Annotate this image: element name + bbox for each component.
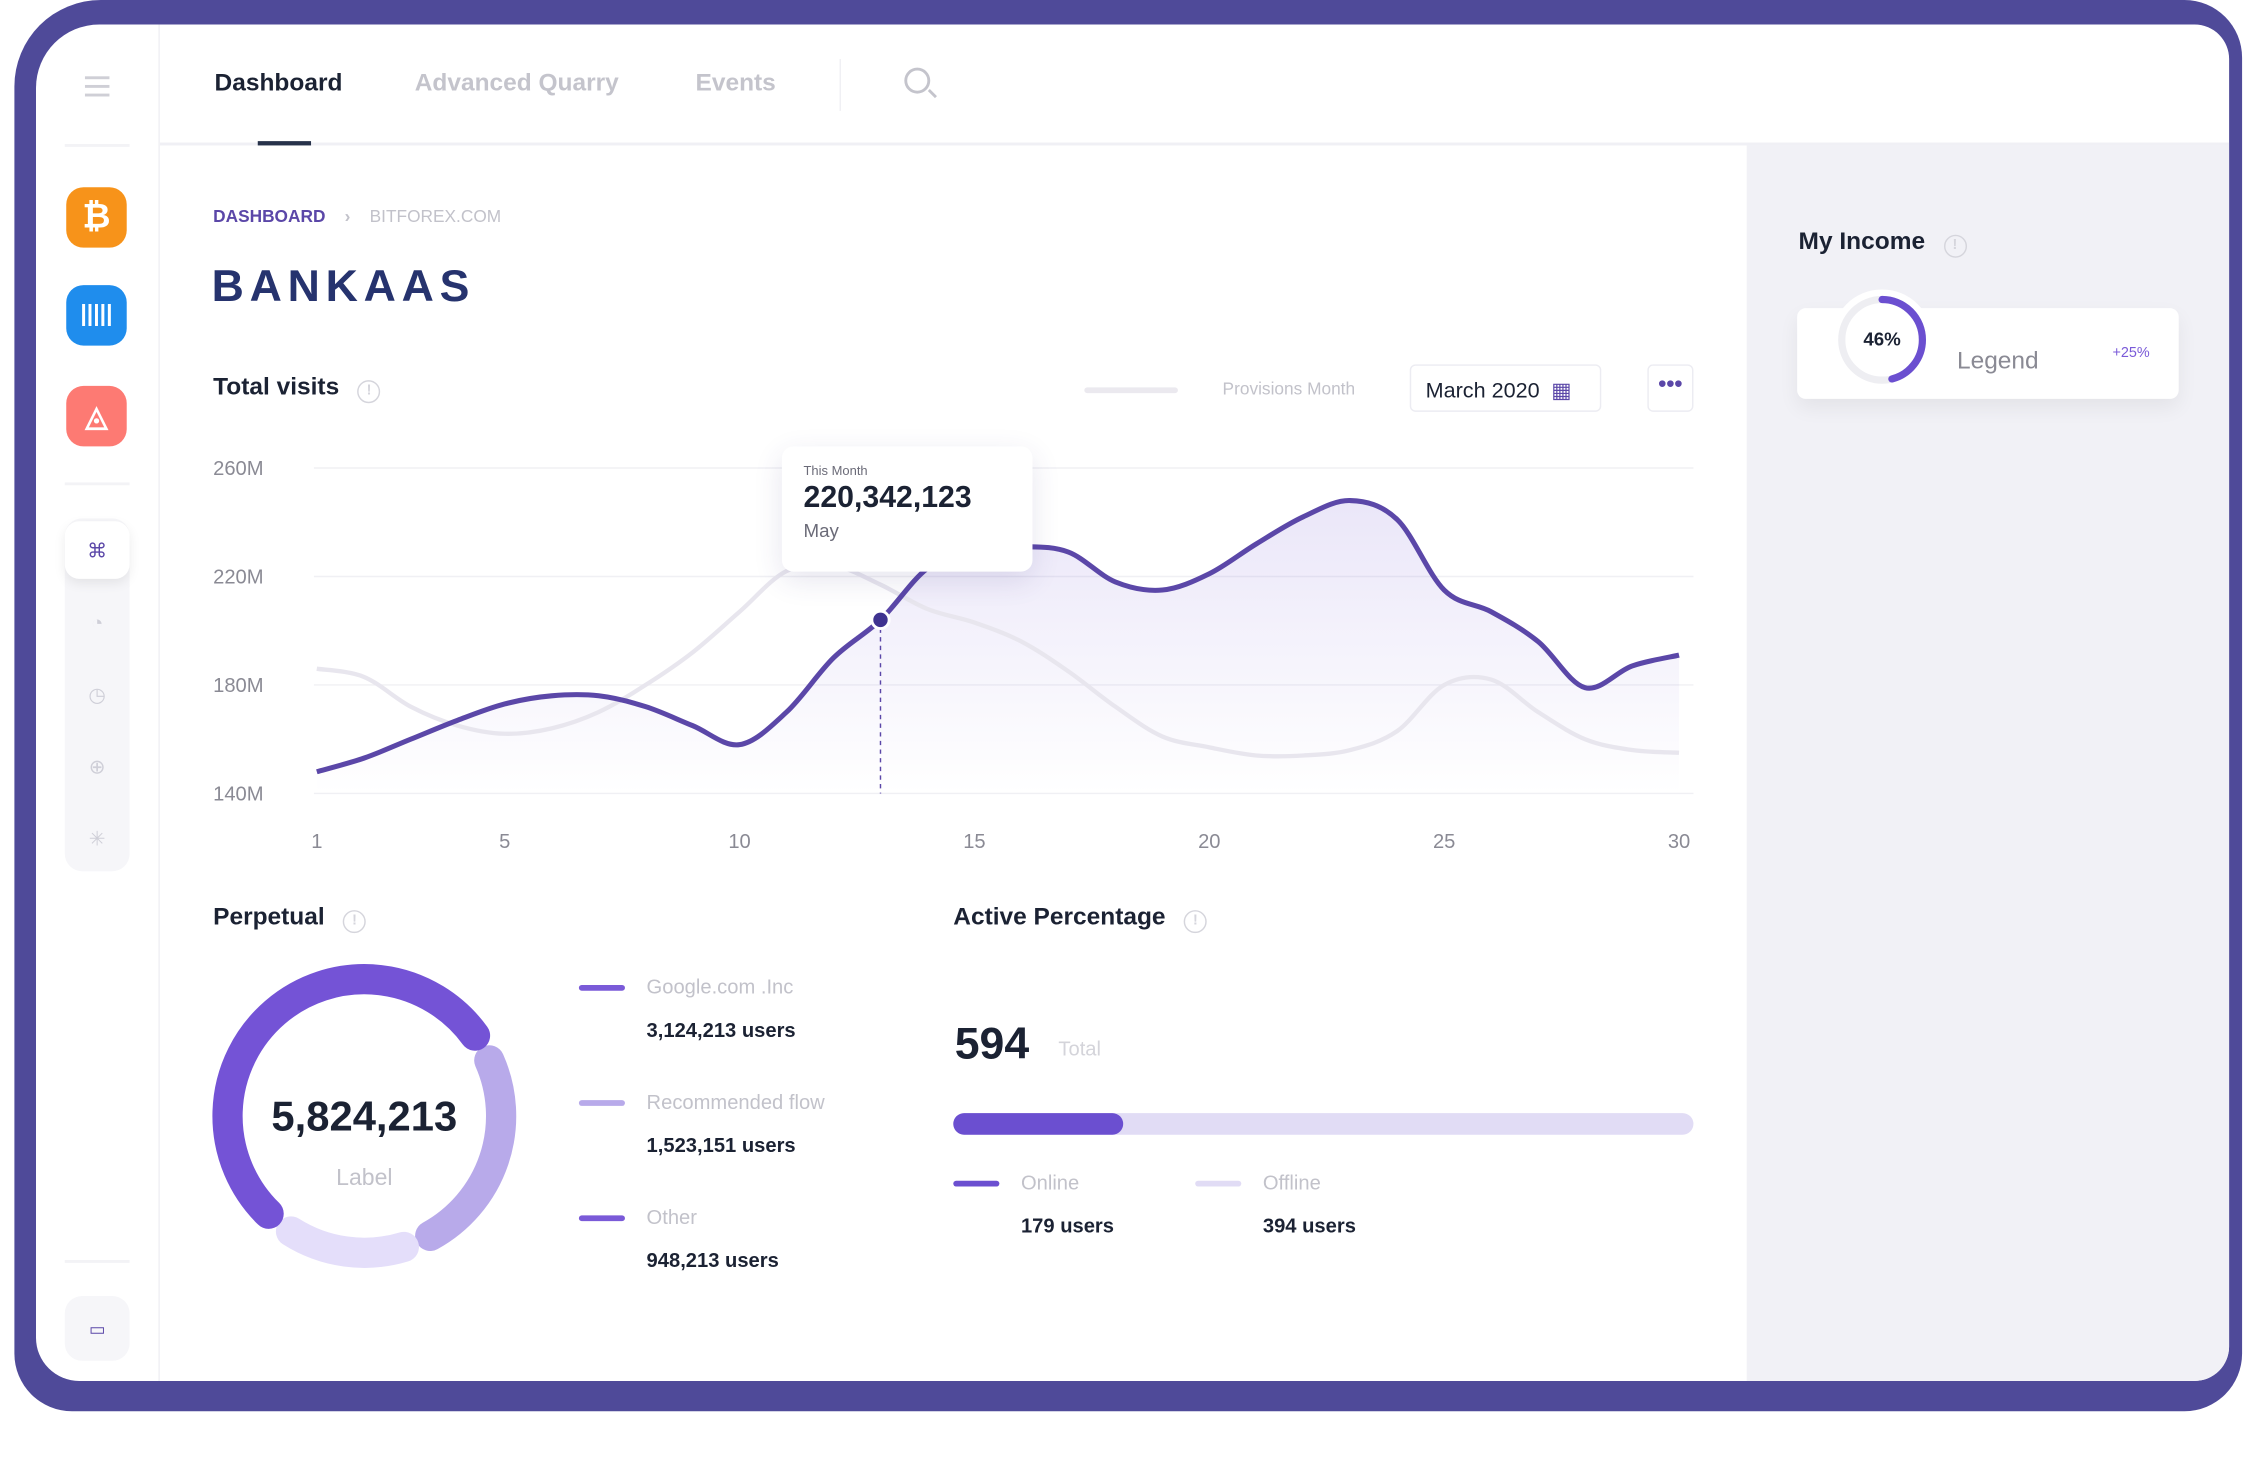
perpetual-legend-item: Google.com .Inc 3,124,213 users xyxy=(578,974,796,1042)
x-tick-label: 30 xyxy=(1668,831,1690,853)
info-icon[interactable]: ! xyxy=(1183,910,1207,934)
legend-swatch xyxy=(578,1215,625,1221)
tab-events[interactable]: Events xyxy=(695,69,776,97)
income-title: My Income ! xyxy=(1799,228,1967,258)
breadcrumb: DASHBOARD › BITFOREX.COM xyxy=(213,205,502,227)
tooltip-caption: This Month xyxy=(803,463,868,479)
perpetual-legend-item: Other 948,213 users xyxy=(578,1205,779,1272)
active-total: 594 xyxy=(954,1018,1030,1069)
area-fill xyxy=(316,500,1680,794)
bitcoin-icon[interactable]: ₿ xyxy=(66,187,127,248)
legend-swatch xyxy=(1084,387,1178,394)
search-icon[interactable] xyxy=(904,67,937,99)
breadcrumb-current: BITFOREX.COM xyxy=(369,205,502,227)
series-line-previous xyxy=(316,562,1680,759)
info-icon[interactable]: ! xyxy=(343,910,367,934)
y-tick-label: 140M xyxy=(213,784,263,806)
tab-dashboard[interactable]: Dashboard xyxy=(214,69,343,97)
active-progress-bar xyxy=(953,1113,1694,1135)
perpetual-title: Perpetual ! xyxy=(213,903,367,934)
offline-legend: Offline 394 users xyxy=(1195,1171,1356,1237)
breadcrumb-root[interactable]: DASHBOARD xyxy=(213,205,326,227)
clock-icon[interactable]: ◷ xyxy=(88,681,106,705)
legend-name: Other xyxy=(646,1205,697,1229)
top-nav: Dashboard Advanced Quarry Events xyxy=(159,24,2230,146)
donut-segment xyxy=(275,1216,419,1268)
nav-group: ⌘ ◔ ◷ ⊕ ✳ xyxy=(64,518,130,872)
x-tick-label: 1 xyxy=(311,831,322,853)
income-legend: Legend xyxy=(1956,347,2039,375)
legend-swatch xyxy=(578,1099,625,1106)
calendar-icon: ▦ xyxy=(1551,378,1572,404)
donut-segment xyxy=(212,964,491,1229)
legend-swatch xyxy=(578,984,625,991)
airbnb-icon[interactable]: ◬ xyxy=(66,385,127,447)
app-window: ₿ ||||| ◬ ⌘ ◔ ◷ ⊕ ✳ ▭ Dashboard Advanced… xyxy=(36,24,2230,1381)
date-value: March 2020 xyxy=(1425,378,1540,404)
menu-icon[interactable] xyxy=(84,76,110,97)
chat-icon[interactable]: ▭ xyxy=(64,1296,130,1361)
pie-clock-icon[interactable]: ◔ xyxy=(91,610,104,634)
online-legend: Online 179 users xyxy=(953,1171,1114,1237)
sidebar: ₿ ||||| ◬ ⌘ ◔ ◷ ⊕ ✳ ▭ xyxy=(36,24,160,1381)
y-tick-label: 180M xyxy=(213,675,263,697)
donut-total: 5,824,213 xyxy=(271,1094,458,1141)
active-total-label: Total xyxy=(1058,1036,1101,1060)
tooltip-label: May xyxy=(803,519,839,542)
donut-segment xyxy=(415,1045,517,1251)
x-tick-label: 20 xyxy=(1198,831,1220,853)
info-icon[interactable]: ! xyxy=(357,380,381,404)
legend-value: 3,124,213 users xyxy=(646,1018,796,1042)
intercom-icon[interactable]: ||||| xyxy=(66,285,127,346)
brand-logo: BANKAAS xyxy=(211,260,476,312)
active-percentage-title: Active Percentage ! xyxy=(953,903,1207,934)
globe-icon[interactable]: ⊕ xyxy=(88,753,106,777)
perpetual-donut xyxy=(212,964,517,1268)
income-change: +25% xyxy=(2112,345,2150,362)
income-panel: My Income ! 46% Legend +25% xyxy=(1746,145,2230,1381)
income-percent: 46% xyxy=(1863,328,1901,350)
perpetual-legend-item: Recommended flow 1,523,151 users xyxy=(578,1090,825,1157)
highlight-point[interactable] xyxy=(870,609,891,630)
x-tick-label: 10 xyxy=(728,831,750,853)
more-options-button[interactable]: ••• xyxy=(1647,364,1694,412)
tab-advanced-quarry[interactable]: Advanced Quarry xyxy=(414,69,619,97)
x-tick-label: 25 xyxy=(1433,831,1455,853)
total-visits-title: Total visits ! xyxy=(213,373,381,404)
loader-icon[interactable]: ✳ xyxy=(88,825,106,849)
x-tick-label: 15 xyxy=(963,831,985,853)
active-tab-indicator xyxy=(257,141,312,146)
legend-label: Provisions Month xyxy=(1222,378,1356,399)
y-tick-label: 260M xyxy=(213,458,263,480)
x-tick-label: 5 xyxy=(499,831,510,853)
legend-value: 948,213 users xyxy=(646,1248,779,1272)
command-icon[interactable]: ⌘ xyxy=(64,521,130,579)
date-picker[interactable]: March 2020 ▦ xyxy=(1409,364,1602,412)
donut-label: Label xyxy=(336,1166,393,1191)
chart-tooltip: This Month 220,342,123 May xyxy=(781,446,1033,572)
legend-name: Recommended flow xyxy=(646,1090,825,1114)
income-card: 46% Legend +25% xyxy=(1797,289,2179,399)
income-ring: 46% xyxy=(1831,289,1933,391)
info-icon[interactable]: ! xyxy=(1943,234,1967,258)
legend-name: Google.com .Inc xyxy=(646,974,794,998)
legend-value: 1,523,151 users xyxy=(646,1133,796,1157)
tooltip-value: 220,342,123 xyxy=(803,480,972,515)
y-tick-label: 220M xyxy=(213,567,263,589)
